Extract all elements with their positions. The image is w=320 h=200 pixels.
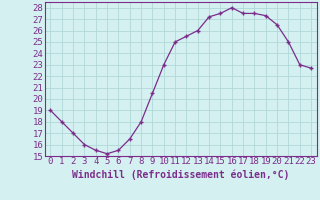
X-axis label: Windchill (Refroidissement éolien,°C): Windchill (Refroidissement éolien,°C) [72, 169, 290, 180]
